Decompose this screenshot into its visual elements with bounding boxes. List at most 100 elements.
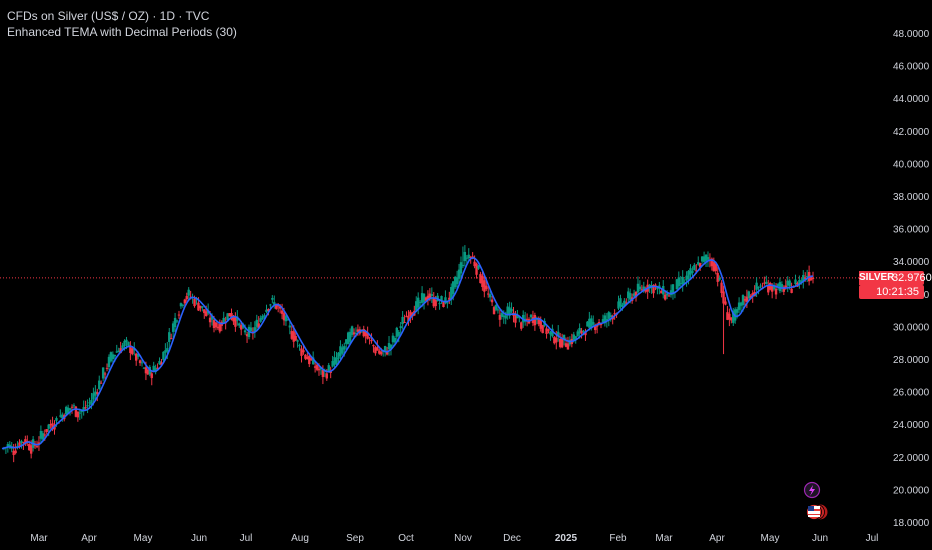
candle-body <box>802 275 805 282</box>
candle-body <box>18 442 21 447</box>
y-tick-label: 38.0000 <box>893 192 930 203</box>
candle-body <box>389 344 393 349</box>
candle-body <box>76 411 80 418</box>
candle-body <box>146 369 150 375</box>
candle-body <box>162 351 165 360</box>
candle-body <box>121 345 124 349</box>
candle-body <box>263 315 266 317</box>
candle-body <box>623 300 626 306</box>
candle-body <box>592 321 595 325</box>
candle-body <box>214 322 218 328</box>
candle-body <box>14 450 17 454</box>
candle-body <box>226 313 229 321</box>
candle-body <box>767 284 770 293</box>
y-tick-label: 30.0000 <box>893 322 930 333</box>
candle-body <box>685 275 688 281</box>
candle-body <box>228 313 231 317</box>
candle-body <box>374 347 377 354</box>
indicator-title[interactable]: Enhanced TEMA with Decimal Periods (30) <box>7 25 237 39</box>
us-flag-icon[interactable] <box>806 504 828 520</box>
candle-body <box>582 330 585 333</box>
candle-body <box>243 330 247 333</box>
candle-body <box>430 294 434 296</box>
candle-body <box>671 284 675 295</box>
candle-body <box>804 277 807 279</box>
candle-body <box>47 424 50 429</box>
candle-body <box>131 348 134 355</box>
candle-body <box>339 346 342 357</box>
candle-body <box>459 262 463 274</box>
candle-body <box>490 299 494 303</box>
candle-body <box>140 362 144 364</box>
candle-body <box>496 309 500 311</box>
candle-body <box>553 337 556 344</box>
candle-body <box>463 251 467 262</box>
event-icons <box>803 481 828 520</box>
candle-body <box>788 280 791 287</box>
candle-body <box>282 313 286 321</box>
candle-body <box>273 302 276 305</box>
candle-body <box>487 293 490 295</box>
candle-body <box>805 275 809 277</box>
y-tick-label: 40.0000 <box>893 159 930 170</box>
candle-body <box>549 331 552 335</box>
candle-body <box>407 315 410 322</box>
candle-body <box>205 311 208 317</box>
candle-body <box>286 319 290 321</box>
candle-body <box>588 318 591 328</box>
candle-body <box>790 288 793 293</box>
candle-body <box>193 298 196 307</box>
candle-body <box>481 275 484 287</box>
y-tick-label: 46.0000 <box>893 62 930 73</box>
candle-body <box>743 299 747 301</box>
candle-body <box>716 273 719 282</box>
candle-body <box>245 334 249 337</box>
candle-body <box>218 324 222 332</box>
candle-body <box>158 360 161 365</box>
candle-body <box>702 256 706 262</box>
x-tick-label: Dec <box>503 533 521 544</box>
candle-body <box>308 355 311 365</box>
candle-body <box>537 317 540 325</box>
candle-body <box>173 317 177 328</box>
candle-body <box>212 320 216 328</box>
candle-body <box>354 332 358 334</box>
candle-body <box>144 367 148 374</box>
candle-body <box>422 293 426 303</box>
candle-body <box>403 322 406 324</box>
candle-body <box>197 302 200 311</box>
x-tick-label: Jun <box>812 533 828 544</box>
candle-body <box>642 286 645 291</box>
candle-body <box>41 433 45 440</box>
x-tick-label: Oct <box>398 533 414 544</box>
candle-body <box>325 373 328 379</box>
candle-body <box>78 412 81 414</box>
candle-body <box>432 297 435 307</box>
candle-body <box>296 340 299 342</box>
candle-body <box>53 425 56 430</box>
candle-body <box>479 274 482 284</box>
candle-body <box>74 406 78 417</box>
candle-body <box>259 318 262 322</box>
candle-body <box>321 369 325 377</box>
x-tick-label: Apr <box>709 533 725 544</box>
symbol-title[interactable]: CFDs on Silver (US$ / OZ) · 1D · TVC <box>7 9 210 23</box>
candle-body <box>8 444 11 448</box>
candle-body <box>613 313 616 315</box>
badge-price: 32.9760 <box>892 272 932 284</box>
candle-body <box>45 429 48 432</box>
lightning-icon[interactable] <box>803 481 821 499</box>
candle-body <box>175 320 179 322</box>
candle-body <box>294 336 297 341</box>
candle-body <box>119 348 122 354</box>
candle-body <box>663 294 667 300</box>
time-axis[interactable]: Mar Apr May Jun Jul Aug Sep Oct Nov Dec 2025 Feb Mar… <box>30 533 878 544</box>
candle-body <box>164 350 167 353</box>
candle-body <box>304 354 307 359</box>
candle-body <box>669 290 673 296</box>
candle-body <box>125 339 128 343</box>
candle-body <box>609 315 612 318</box>
candle-body <box>759 285 762 287</box>
candle-body <box>652 285 655 294</box>
